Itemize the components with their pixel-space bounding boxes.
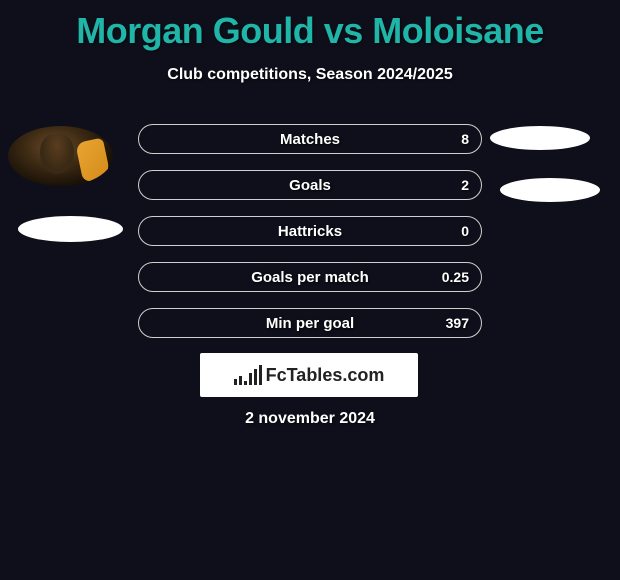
- page-title: Morgan Gould vs Moloisane: [0, 0, 620, 52]
- stat-label: Hattricks: [139, 223, 481, 240]
- player-right-name-oval: [500, 178, 600, 202]
- logo-bar: [254, 369, 257, 385]
- stat-row-min-per-goal: Min per goal 397: [138, 308, 482, 338]
- logo-bar: [239, 376, 242, 385]
- stat-row-goals-per-match: Goals per match 0.25: [138, 262, 482, 292]
- stat-label: Min per goal: [139, 315, 481, 332]
- stat-row-hattricks: Hattricks 0: [138, 216, 482, 246]
- fctables-logo: FcTables.com: [200, 353, 418, 397]
- stat-value: 397: [446, 315, 469, 331]
- logo-text: FcTables.com: [266, 365, 385, 386]
- date-label: 2 november 2024: [0, 410, 620, 428]
- player-left-name-oval: [18, 216, 123, 242]
- logo-bar: [259, 365, 262, 385]
- player-right-avatar-oval: [490, 126, 590, 150]
- stat-value: 2: [461, 177, 469, 193]
- stat-value: 0.25: [442, 269, 469, 285]
- stat-value: 8: [461, 131, 469, 147]
- logo-bar: [249, 373, 252, 385]
- stat-value: 0: [461, 223, 469, 239]
- logo-bar: [234, 379, 237, 385]
- logo-bar: [244, 381, 247, 385]
- stat-row-matches: Matches 8: [138, 124, 482, 154]
- stat-row-goals: Goals 2: [138, 170, 482, 200]
- subtitle: Club competitions, Season 2024/2025: [0, 66, 620, 84]
- stat-label: Matches: [139, 131, 481, 148]
- logo-bars-icon: [234, 365, 262, 385]
- stats-container: Matches 8 Goals 2 Hattricks 0 Goals per …: [138, 124, 482, 354]
- stat-label: Goals per match: [139, 269, 481, 286]
- stat-label: Goals: [139, 177, 481, 194]
- player-left-avatar: [8, 126, 113, 186]
